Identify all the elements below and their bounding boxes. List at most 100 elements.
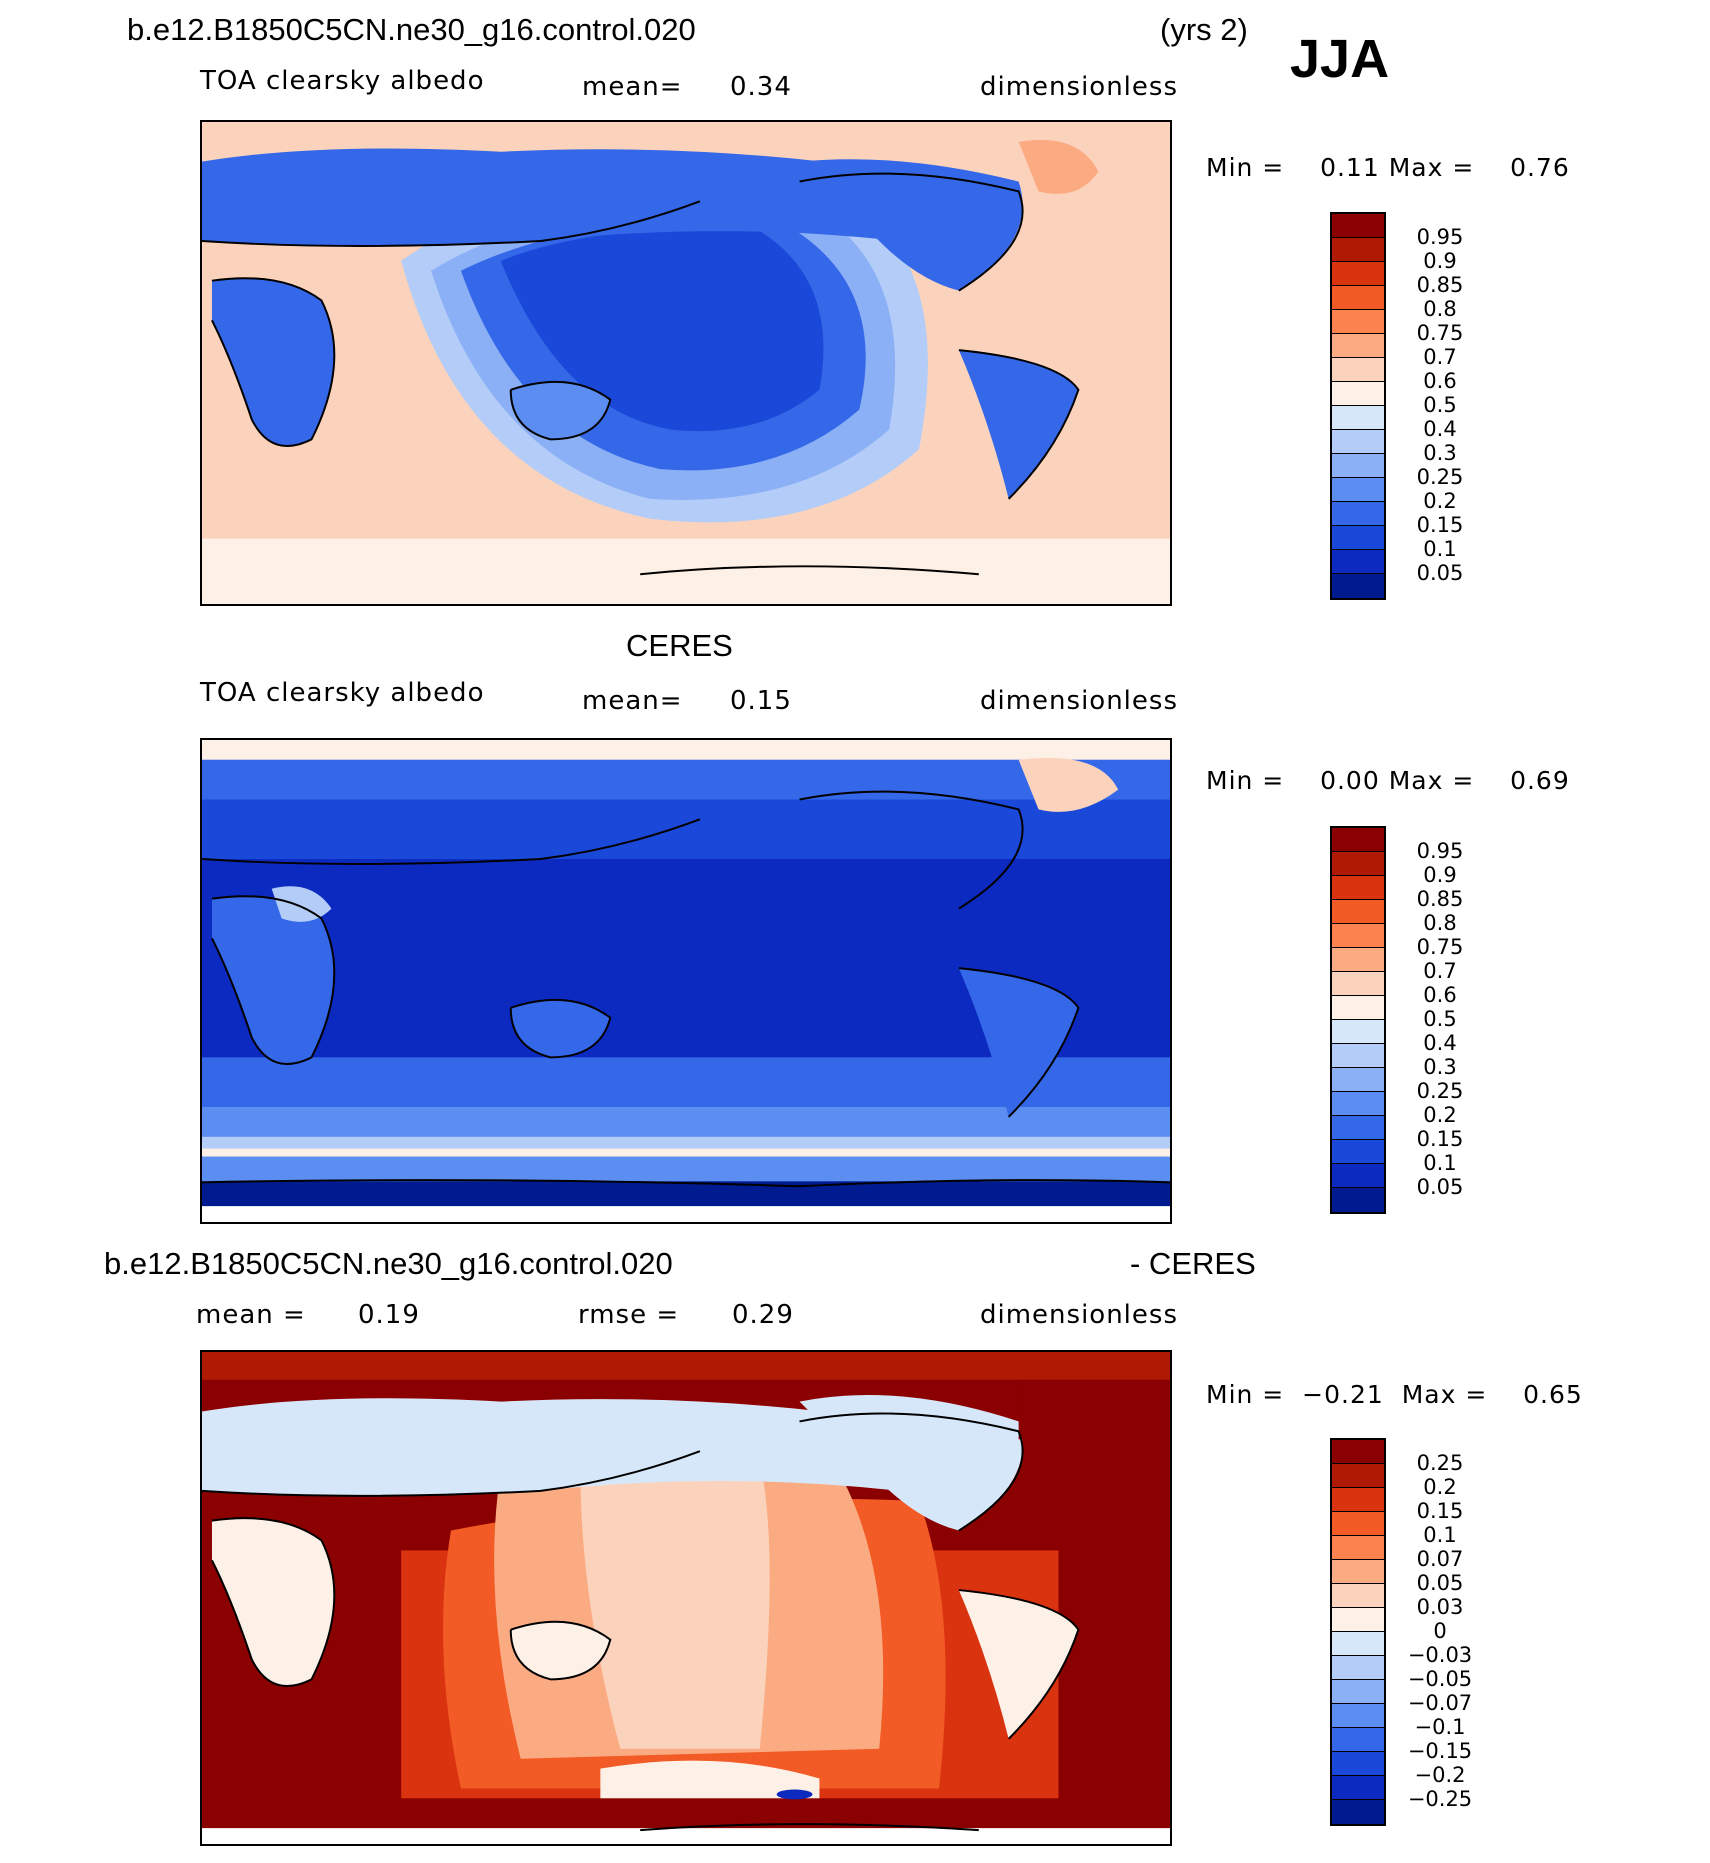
colorbar-tick-label: 0.03 bbox=[1416, 1595, 1464, 1619]
colorbar-swatch bbox=[1332, 948, 1384, 972]
map-model bbox=[200, 120, 1172, 606]
max-value: 0.76 bbox=[1510, 153, 1570, 182]
colorbar-tick-label: 0.05 bbox=[1416, 1175, 1464, 1199]
mean-label: mean = bbox=[196, 1300, 306, 1330]
colorbar-tick-label: 0.4 bbox=[1423, 1031, 1457, 1055]
colorbar-swatch bbox=[1332, 996, 1384, 1020]
colorbar-swatch bbox=[1332, 286, 1384, 310]
colorbar-tick-label: 0.15 bbox=[1416, 513, 1464, 537]
colorbar-swatch bbox=[1332, 574, 1384, 598]
season-label: JJA bbox=[1290, 29, 1390, 89]
colorbar-swatch bbox=[1332, 430, 1384, 454]
colorbar-tick-label: 0.5 bbox=[1423, 1007, 1457, 1031]
colorbar-tick-label: 0.6 bbox=[1423, 983, 1457, 1007]
colorbar-swatch bbox=[1332, 334, 1384, 358]
colorbar-swatch bbox=[1332, 454, 1384, 478]
colorbar-swatch bbox=[1332, 478, 1384, 502]
colorbar-tick-label: 0.7 bbox=[1423, 959, 1457, 983]
colorbar-tick-label: 0.6 bbox=[1423, 369, 1457, 393]
colorbar-swatch bbox=[1332, 1140, 1384, 1164]
colorbar-swatch bbox=[1332, 1488, 1384, 1512]
colorbar-swatch bbox=[1332, 1440, 1384, 1464]
colorbar-tick-label: 0.9 bbox=[1423, 863, 1457, 887]
colorbar-swatch bbox=[1332, 1068, 1384, 1092]
units-label: dimensionless bbox=[980, 72, 1178, 102]
mean-value: 0.34 bbox=[730, 72, 792, 102]
colorbar-swatch bbox=[1332, 852, 1384, 876]
colorbar-tick-label: 0.8 bbox=[1423, 297, 1457, 321]
colorbar-tick-label: 0.25 bbox=[1416, 1451, 1464, 1475]
colorbar-ceres bbox=[1330, 826, 1386, 1214]
mean-value: 0.19 bbox=[358, 1300, 420, 1330]
min-value: 0.00 bbox=[1320, 766, 1380, 795]
colorbar-tick-label: 0.25 bbox=[1416, 1079, 1464, 1103]
colorbar-tick-label: 0.5 bbox=[1423, 393, 1457, 417]
colorbar-tick-label: 0.85 bbox=[1416, 273, 1464, 297]
colorbar-swatch bbox=[1332, 1536, 1384, 1560]
colorbar-swatch bbox=[1332, 406, 1384, 430]
colorbar-swatch bbox=[1332, 1632, 1384, 1656]
colorbar-tick-label: 0.1 bbox=[1423, 1151, 1457, 1175]
max-label: Max = bbox=[1401, 1380, 1488, 1409]
min-value: 0.11 bbox=[1320, 153, 1380, 182]
map-ceres bbox=[200, 738, 1172, 1224]
min-label: Min = bbox=[1206, 766, 1285, 795]
colorbar-swatch bbox=[1332, 828, 1384, 852]
rmse-label: rmse = bbox=[578, 1300, 680, 1330]
colorbar-tick-label: 0.15 bbox=[1416, 1499, 1464, 1523]
colorbar-tick-label: 0.2 bbox=[1423, 1475, 1457, 1499]
colorbar-tick-label: 0.2 bbox=[1423, 1103, 1457, 1127]
colorbar-swatch bbox=[1332, 526, 1384, 550]
colorbar-swatch bbox=[1332, 1020, 1384, 1044]
colorbar-difference bbox=[1330, 1438, 1386, 1826]
max-label: Max = bbox=[1388, 766, 1475, 795]
colorbar-tick-label: −0.15 bbox=[1407, 1739, 1473, 1763]
colorbar-swatch bbox=[1332, 1560, 1384, 1584]
colorbar-swatch bbox=[1332, 1092, 1384, 1116]
min-value: −0.21 bbox=[1302, 1380, 1384, 1409]
min-label: Min = bbox=[1206, 1380, 1285, 1409]
colorbar-swatch bbox=[1332, 876, 1384, 900]
colorbar-tick-label: 0.25 bbox=[1416, 465, 1464, 489]
max-value: 0.69 bbox=[1510, 766, 1570, 795]
colorbar-tick-label: 0 bbox=[1433, 1619, 1447, 1643]
colorbar-tick-label: 0.8 bbox=[1423, 911, 1457, 935]
colorbar-swatch bbox=[1332, 310, 1384, 334]
colorbar-tick-label: −0.07 bbox=[1407, 1691, 1473, 1715]
colorbar-tick-label: 0.2 bbox=[1423, 489, 1457, 513]
colorbar-swatch bbox=[1332, 1800, 1384, 1824]
colorbar-swatch bbox=[1332, 1584, 1384, 1608]
case-title: b.e12.B1850C5CN.ne30_g16.control.020 bbox=[127, 12, 696, 47]
colorbar-swatch bbox=[1332, 358, 1384, 382]
colorbar-swatch bbox=[1332, 1728, 1384, 1752]
colorbar-tick-label: 0.3 bbox=[1423, 441, 1457, 465]
minmax-difference: Min = −0.21 Max = 0.65 bbox=[1206, 1380, 1583, 1409]
colorbar-swatch bbox=[1332, 214, 1384, 238]
colorbar-tick-label: 0.7 bbox=[1423, 345, 1457, 369]
minmax-ceres: Min = 0.00 Max = 0.69 bbox=[1206, 766, 1570, 795]
colorbar-tick-label: 0.1 bbox=[1423, 537, 1457, 561]
colorbar-swatch bbox=[1332, 1752, 1384, 1776]
colorbar-model bbox=[1330, 212, 1386, 600]
colorbar-swatch bbox=[1332, 1656, 1384, 1680]
colorbar-swatch bbox=[1332, 1776, 1384, 1800]
colorbar-swatch bbox=[1332, 1188, 1384, 1212]
colorbar-tick-label: 0.95 bbox=[1416, 839, 1464, 863]
colorbar-swatch bbox=[1332, 238, 1384, 262]
colorbar-swatch bbox=[1332, 1704, 1384, 1728]
colorbar-tick-label: 0.15 bbox=[1416, 1127, 1464, 1151]
colorbar-swatch bbox=[1332, 1512, 1384, 1536]
map-difference bbox=[200, 1350, 1172, 1846]
colorbar-swatch bbox=[1332, 502, 1384, 526]
colorbar-swatch bbox=[1332, 900, 1384, 924]
variable-label: TOA clearsky albedo bbox=[200, 678, 485, 708]
colorbar-tick-label: 0.4 bbox=[1423, 417, 1457, 441]
colorbar-swatch bbox=[1332, 1044, 1384, 1068]
max-label: Max = bbox=[1388, 153, 1475, 182]
mean-value: 0.15 bbox=[730, 686, 792, 716]
colorbar-swatch bbox=[1332, 382, 1384, 406]
colorbar-tick-label: −0.1 bbox=[1414, 1715, 1466, 1739]
colorbar-swatch bbox=[1332, 1116, 1384, 1140]
colorbar-tick-label: 0.1 bbox=[1423, 1523, 1457, 1547]
mean-label: mean= bbox=[582, 72, 683, 102]
